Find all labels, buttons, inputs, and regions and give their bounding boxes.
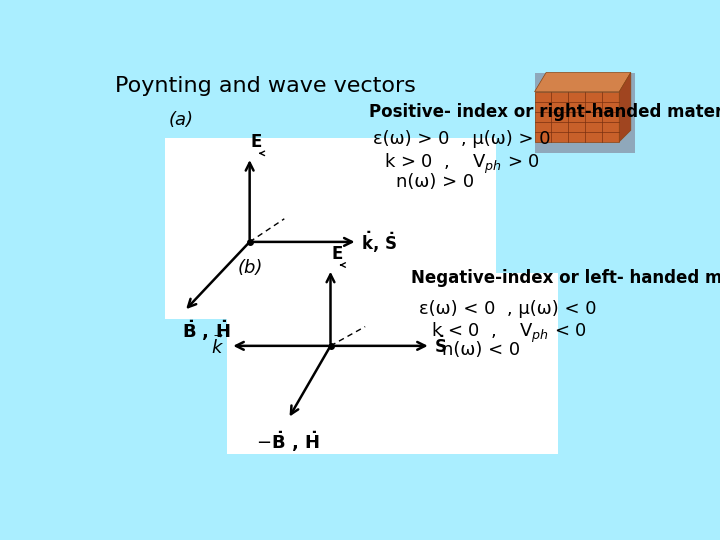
Text: Poynting and wave vectors: Poynting and wave vectors: [115, 76, 415, 96]
Polygon shape: [619, 72, 631, 142]
Text: $-\mathbf{\dot{B}}$ , $\mathbf{\dot{H}}$: $-\mathbf{\dot{B}}$ , $\mathbf{\dot{H}}$: [256, 429, 320, 454]
Bar: [227, 273, 558, 454]
Text: $\mathbf{\dot{k}}$, $\mathbf{\dot{S}}$: $\mathbf{\dot{k}}$, $\mathbf{\dot{S}}$: [361, 230, 397, 254]
Text: $\mathbf{E}$: $\mathbf{E}$: [330, 245, 343, 262]
Text: Positive- index or right-handed material.: Positive- index or right-handed material…: [369, 103, 720, 122]
Text: (a): (a): [168, 111, 194, 129]
Bar: [534, 72, 634, 153]
Text: $\vec{k}$: $\vec{k}$: [211, 334, 224, 358]
Text: $\mathbf{\dot{S}}$: $\mathbf{\dot{S}}$: [434, 335, 447, 356]
Text: k > 0  ,    V$_{ph}$ > 0: k > 0 , V$_{ph}$ > 0: [384, 152, 541, 176]
Text: $\mathbf{\dot{B}}$ , $\mathbf{\dot{H}}$: $\mathbf{\dot{B}}$ , $\mathbf{\dot{H}}$: [182, 319, 230, 343]
Text: n(ω) < 0: n(ω) < 0: [442, 341, 521, 359]
Polygon shape: [534, 92, 619, 142]
Text: $\mathbf{E}$: $\mathbf{E}$: [250, 133, 262, 151]
Polygon shape: [534, 72, 631, 92]
Text: Negative-index or left- handed material.: Negative-index or left- handed material.: [411, 269, 720, 287]
Text: ε(ω) < 0  , μ(ω) < 0: ε(ω) < 0 , μ(ω) < 0: [419, 300, 597, 318]
Text: (b): (b): [238, 259, 264, 277]
Text: n(ω) > 0: n(ω) > 0: [396, 173, 474, 191]
Bar: [165, 138, 496, 319]
Text: ε(ω) > 0  , μ(ω) > 0: ε(ω) > 0 , μ(ω) > 0: [373, 130, 550, 148]
Text: k < 0  ,    V$_{ph}$ < 0: k < 0 , V$_{ph}$ < 0: [431, 320, 587, 345]
